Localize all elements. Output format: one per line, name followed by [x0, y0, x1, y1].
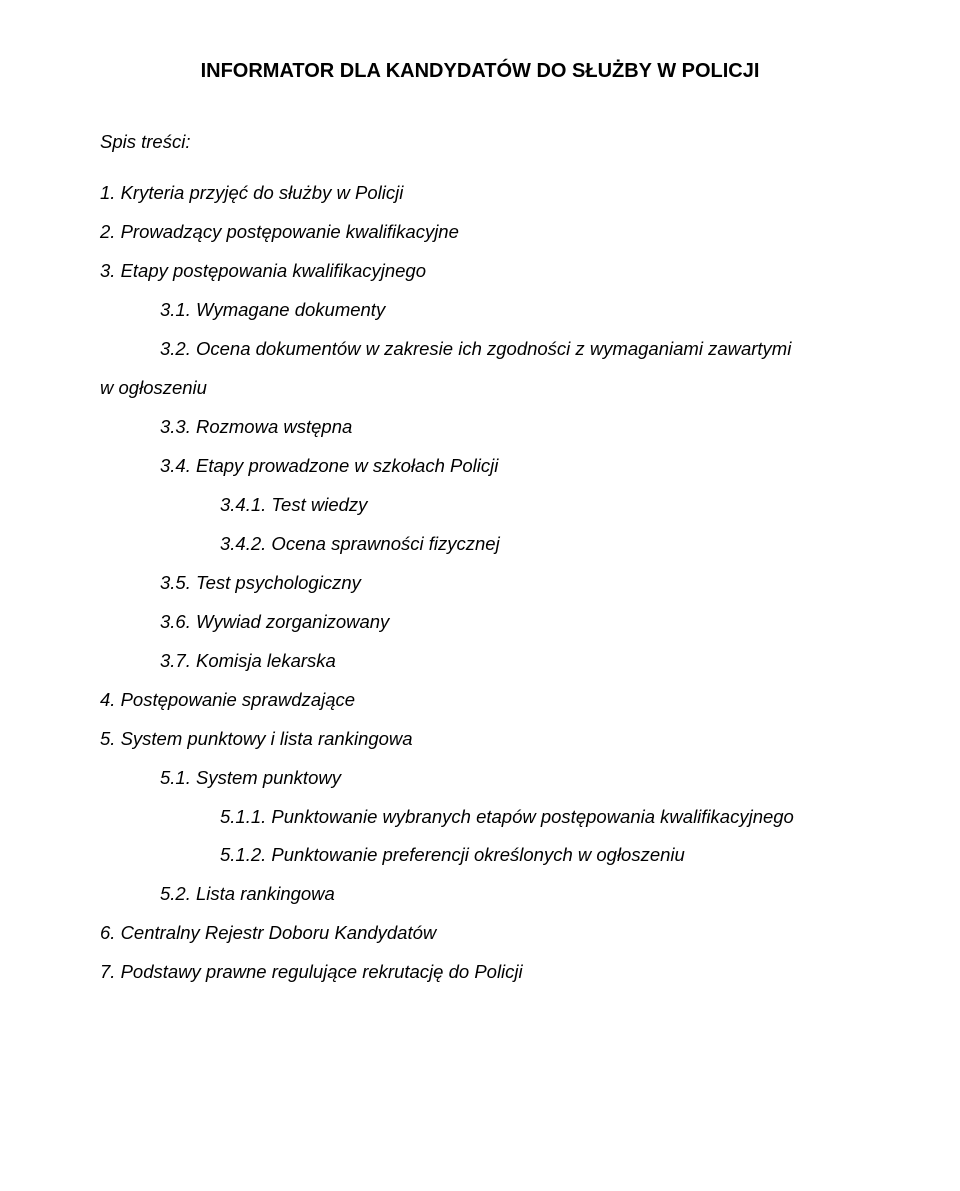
toc-item: 3.4.1. Test wiedzy	[220, 493, 860, 518]
toc-item: 3.1. Wymagane dokumenty	[160, 298, 860, 323]
toc-item: 1. Kryteria przyjęć do służby w Policji	[100, 181, 860, 206]
toc-item: 2. Prowadzący postępowanie kwalifikacyjn…	[100, 220, 860, 245]
toc-item: 3.4. Etapy prowadzone w szkołach Policji	[160, 454, 860, 479]
page-title: INFORMATOR DLA KANDYDATÓW DO SŁUŻBY W PO…	[100, 60, 860, 83]
toc-item: 3.4.2. Ocena sprawności fizycznej	[220, 532, 860, 557]
toc-item: 5.1.1. Punktowanie wybranych etapów post…	[220, 805, 860, 830]
toc-item: 6. Centralny Rejestr Doboru Kandydatów	[100, 921, 860, 946]
toc-item: 3. Etapy postępowania kwalifikacyjnego	[100, 259, 860, 284]
toc-label: Spis treści:	[100, 131, 860, 153]
toc-item: 5. System punktowy i lista rankingowa	[100, 727, 860, 752]
toc-item: 7. Podstawy prawne regulujące rekrutację…	[100, 960, 860, 985]
toc-item: 5.2. Lista rankingowa	[160, 882, 860, 907]
toc-item: 3.5. Test psychologiczny	[160, 571, 860, 596]
toc-item: 3.2. Ocena dokumentów w zakresie ich zgo…	[160, 337, 860, 362]
toc-item: 3.6. Wywiad zorganizowany	[160, 610, 860, 635]
toc-item: 5.1.2. Punktowanie preferencji określony…	[220, 843, 860, 868]
toc-item: 3.3. Rozmowa wstępna	[160, 415, 860, 440]
toc-item: 3.7. Komisja lekarska	[160, 649, 860, 674]
toc-container: 1. Kryteria przyjęć do służby w Policji 2…	[100, 181, 860, 985]
toc-item: 4. Postępowanie sprawdzające	[100, 688, 860, 713]
toc-item: w ogłoszeniu	[100, 376, 860, 401]
toc-item: 5.1. System punktowy	[160, 766, 860, 791]
